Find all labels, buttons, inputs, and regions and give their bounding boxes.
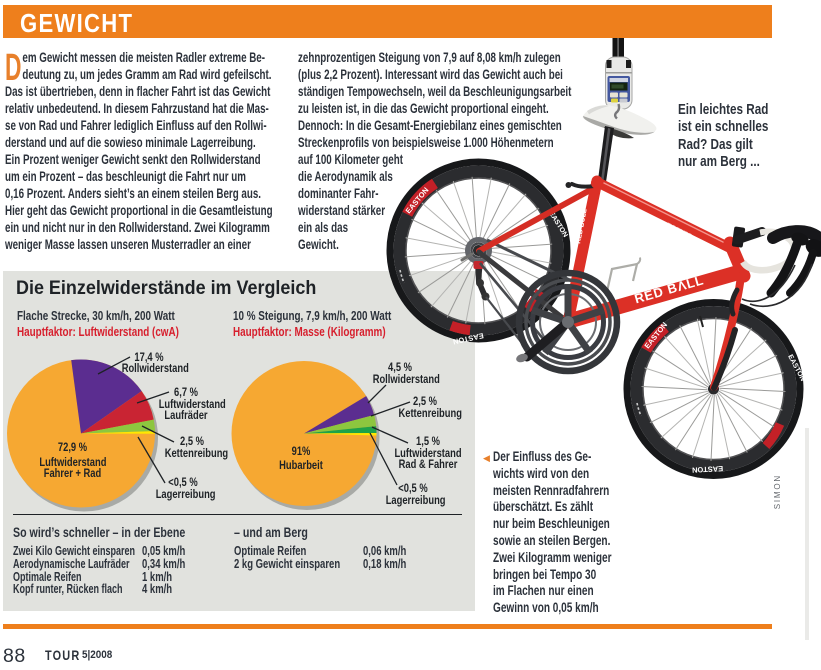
svg-text:EASTON: EASTON: [692, 464, 724, 475]
